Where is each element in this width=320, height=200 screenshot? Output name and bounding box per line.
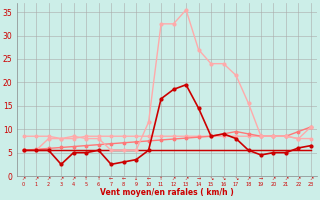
X-axis label: Vent moyen/en rafales ( km/h ): Vent moyen/en rafales ( km/h ) — [100, 188, 234, 197]
